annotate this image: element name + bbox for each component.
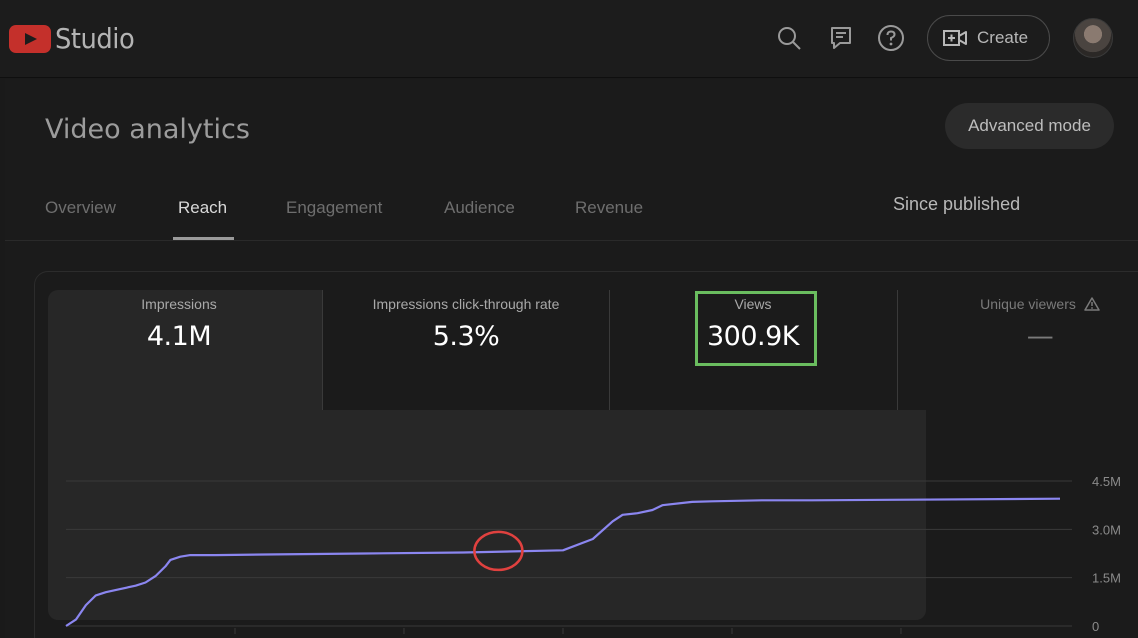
metric-value: 4.1M [146,321,212,352]
feedback-icon [831,27,851,49]
active-tab-indicator [173,237,234,240]
top-bar: Studio Create [0,0,1138,78]
video-camera-add-icon [943,30,967,46]
metric-ctr[interactable]: Impressions click-through rate 5.3% [341,296,591,352]
metric-label: Unique viewers [950,296,1130,312]
y-tick-label: 0 [1092,619,1099,634]
help-icon [878,25,904,51]
views-highlight-box [695,291,817,366]
metric-value: 5.3% [432,321,500,352]
help-button[interactable] [877,24,905,52]
metric-value: 300.9K [706,321,800,352]
create-button[interactable]: Create [927,15,1050,61]
metric-value: — [1026,321,1054,352]
annotation-circle [473,530,524,572]
tab-audience[interactable]: Audience [444,198,515,217]
metrics-strip [322,290,1138,410]
advanced-mode-button[interactable]: Advanced mode [945,103,1114,149]
unique-viewers-label: Unique viewers [980,296,1076,312]
tabs-divider [5,240,1138,241]
logo-text: Studio [55,22,135,55]
metric-label: Impressions [141,296,217,312]
metric-impressions[interactable]: Impressions 4.1M [79,296,279,352]
search-button[interactable] [775,24,803,52]
tab-engagement[interactable]: Engagement [286,198,383,217]
tab-reach[interactable]: Reach [178,198,228,217]
metric-divider [897,290,898,410]
y-tick-label: 3.0M [1092,522,1121,537]
warning-icon [1084,297,1100,311]
metric-label: Impressions click-through rate [372,296,560,312]
avatar[interactable] [1073,18,1113,58]
period-selector[interactable]: Since published [893,194,1021,214]
search-icon [778,27,801,50]
metric-unique-viewers[interactable]: Unique viewers — [950,296,1130,352]
impressions-series-line[interactable] [65,497,1061,627]
page-title: Video analytics [45,114,250,145]
tab-overview[interactable]: Overview [45,198,116,217]
youtube-play-icon [9,24,51,53]
studio-logo[interactable]: Studio [9,22,141,55]
feedback-button[interactable] [827,24,855,52]
y-tick-label: 1.5M [1092,571,1121,586]
metric-divider [609,290,610,410]
metric-label: Views [734,296,772,312]
tab-revenue[interactable]: Revenue [575,198,644,217]
metric-divider [322,290,323,410]
y-tick-label: 4.5M [1092,474,1121,489]
metric-views[interactable]: Views 300.9K [663,296,843,352]
create-label: Create [977,28,1029,47]
